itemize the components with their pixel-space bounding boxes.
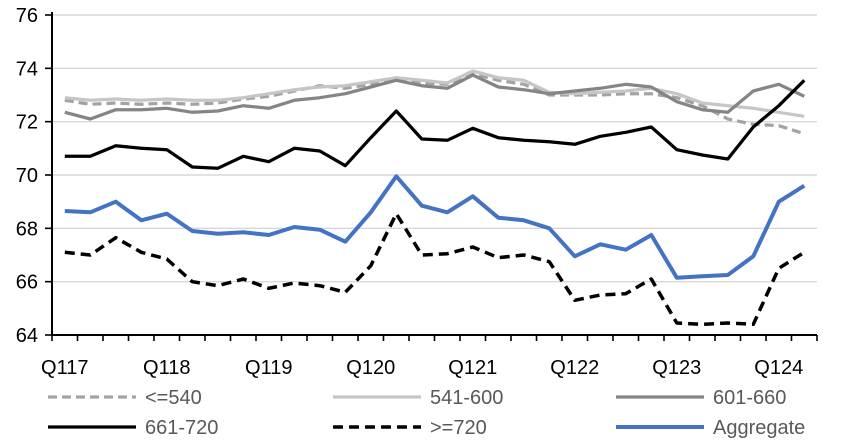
y-tick-label: 68 (16, 218, 38, 240)
legend-label-s601-660: 601-660 (713, 387, 786, 409)
y-tick-label: 64 (16, 325, 38, 347)
legend-item-s661-720: 661-720 (48, 417, 218, 439)
legend-item-s601-660: 601-660 (616, 387, 786, 409)
legend-item-ge720: >=720 (333, 417, 487, 439)
y-axis-tick-labels: 64 66 68 70 72 74 76 (16, 5, 38, 347)
x-tick-label: Q124 (754, 357, 803, 379)
legend: <=540 541-600 601-660 661-720 >=720 Aggregate (48, 387, 805, 439)
x-axis-tick-labels: Q117 Q118 Q119 Q120 Q121 Q122 Q123 Q124 (41, 357, 803, 379)
axes (45, 12, 818, 341)
x-tick-label: Q121 (448, 357, 497, 379)
series-line-ge720 (64, 211, 806, 327)
legend-item-aggregate: Aggregate (616, 417, 805, 439)
legend-item-le540: <=540 (48, 387, 202, 409)
legend-label-s661-720: 661-720 (145, 417, 218, 439)
x-tick-label: Q117 (41, 357, 88, 379)
x-tick-label: Q120 (346, 357, 395, 379)
x-tick-label: Q123 (652, 357, 701, 379)
y-tick-label: 76 (16, 5, 38, 27)
x-tick-label: Q118 (143, 357, 190, 379)
y-tick-label: 70 (16, 165, 38, 187)
gridlines (52, 14, 817, 283)
legend-label-le540: <=540 (145, 387, 202, 409)
series-lines (64, 69, 806, 327)
series-line-s601-660 (64, 73, 805, 121)
y-tick-label: 72 (16, 112, 38, 134)
legend-label-aggregate: Aggregate (713, 417, 805, 439)
y-tick-label: 66 (16, 272, 38, 294)
y-tick-label: 74 (16, 58, 38, 80)
series-line-s541-600 (64, 69, 805, 118)
legend-label-ge720: >=720 (430, 417, 487, 439)
x-tick-label: Q122 (550, 357, 599, 379)
x-tick-label: Q119 (245, 357, 292, 379)
series-line-s661-720 (64, 79, 806, 170)
series-line-aggregate (64, 174, 806, 280)
legend-label-s541-600: 541-600 (430, 387, 503, 409)
legend-item-s541-600: 541-600 (333, 387, 503, 409)
